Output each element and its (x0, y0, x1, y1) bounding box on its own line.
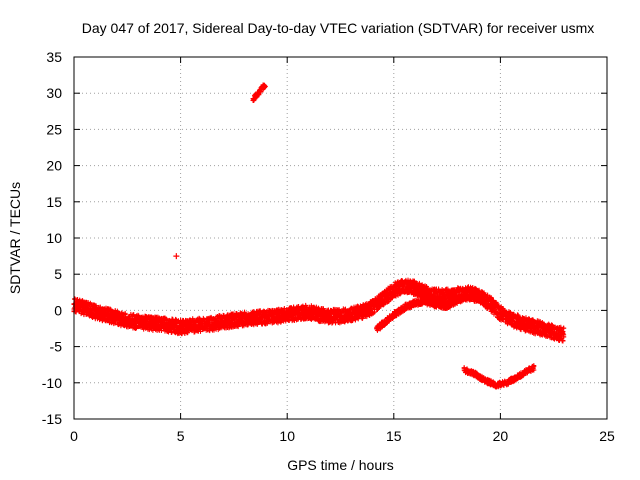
data-point (173, 253, 180, 260)
axis-ticks: 0 5 10 15 20 25 -15 -10 -5 0 5 10 15 20 25 30 35 (42, 49, 615, 444)
y-tick-label: -5 (50, 339, 63, 355)
y-tick-label: 5 (54, 266, 62, 282)
y-tick-label: 25 (46, 121, 62, 137)
x-tick-label: 25 (599, 428, 615, 444)
y-tick-label: 30 (46, 85, 62, 101)
x-axis-label: GPS time / hours (287, 457, 394, 473)
data-point (133, 325, 139, 331)
series-main-band (71, 277, 567, 344)
grid-lines (74, 57, 607, 419)
x-tick-label: 20 (493, 428, 509, 444)
x-tick-label: 5 (177, 428, 185, 444)
y-tick-label: 15 (46, 194, 62, 210)
series-high-arc (250, 82, 268, 104)
y-tick-label: 10 (46, 230, 62, 246)
chart-title: Day 047 of 2017, Sidereal Day-to-day VTE… (82, 20, 595, 36)
y-tick-label: -15 (42, 411, 62, 427)
y-axis-label: SDTVAR / TECUs (7, 182, 23, 294)
data-points (71, 82, 567, 390)
y-tick-label: 20 (46, 158, 62, 174)
x-tick-label: 15 (386, 428, 402, 444)
data-point (235, 324, 241, 330)
series-dip-arc (461, 363, 537, 390)
y-tick-label: 0 (54, 302, 62, 318)
series-isolated-point (173, 253, 180, 260)
y-tick-label: 35 (46, 49, 62, 65)
x-tick-label: 10 (279, 428, 295, 444)
data-point (131, 312, 137, 318)
plot-frame (73, 56, 608, 420)
data-point (177, 327, 183, 333)
y-tick-label: -10 (42, 375, 62, 391)
data-point (372, 309, 378, 315)
data-point (397, 291, 403, 297)
x-tick-label: 0 (70, 428, 78, 444)
